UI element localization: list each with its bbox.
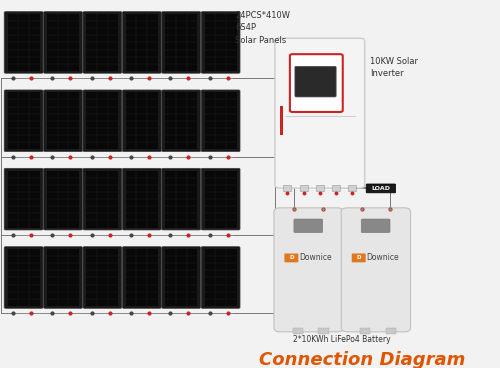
Bar: [86, 171, 118, 227]
FancyBboxPatch shape: [162, 90, 200, 152]
Bar: [332, 185, 340, 191]
Bar: [284, 185, 292, 191]
FancyBboxPatch shape: [361, 219, 390, 233]
Bar: [165, 92, 197, 149]
FancyBboxPatch shape: [4, 247, 43, 308]
Bar: [8, 249, 40, 306]
Bar: [86, 249, 118, 306]
Bar: [47, 249, 79, 306]
Bar: [386, 328, 396, 334]
FancyBboxPatch shape: [341, 208, 410, 332]
FancyBboxPatch shape: [44, 168, 82, 230]
Bar: [86, 14, 118, 71]
Bar: [280, 106, 283, 135]
Text: 24PCS*410W
6S4P
Solar Panels: 24PCS*410W 6S4P Solar Panels: [235, 11, 290, 45]
Bar: [47, 92, 79, 149]
FancyBboxPatch shape: [366, 184, 396, 193]
FancyBboxPatch shape: [44, 247, 82, 308]
FancyBboxPatch shape: [4, 168, 43, 230]
Bar: [8, 14, 40, 71]
Bar: [126, 249, 158, 306]
Bar: [204, 171, 236, 227]
Bar: [165, 249, 197, 306]
Bar: [165, 14, 197, 71]
FancyBboxPatch shape: [201, 247, 240, 308]
Bar: [204, 249, 236, 306]
Bar: [126, 171, 158, 227]
FancyBboxPatch shape: [201, 168, 240, 230]
Bar: [86, 92, 118, 149]
Bar: [348, 185, 356, 191]
Bar: [8, 171, 40, 227]
FancyBboxPatch shape: [44, 12, 82, 73]
Text: D: D: [289, 255, 294, 261]
Bar: [126, 14, 158, 71]
FancyBboxPatch shape: [284, 254, 298, 262]
FancyBboxPatch shape: [4, 12, 43, 73]
Bar: [360, 328, 370, 334]
FancyBboxPatch shape: [294, 219, 322, 233]
Bar: [204, 14, 236, 71]
FancyBboxPatch shape: [201, 90, 240, 152]
FancyBboxPatch shape: [162, 168, 200, 230]
FancyBboxPatch shape: [201, 12, 240, 73]
Text: D: D: [356, 255, 361, 261]
Bar: [47, 171, 79, 227]
Text: Connection Diagram: Connection Diagram: [259, 351, 466, 368]
Bar: [126, 92, 158, 149]
FancyBboxPatch shape: [122, 168, 161, 230]
Bar: [316, 185, 324, 191]
Text: LOAD: LOAD: [372, 186, 390, 191]
FancyBboxPatch shape: [122, 90, 161, 152]
FancyBboxPatch shape: [83, 12, 122, 73]
FancyBboxPatch shape: [83, 90, 122, 152]
Bar: [300, 185, 308, 191]
FancyBboxPatch shape: [162, 247, 200, 308]
FancyBboxPatch shape: [275, 38, 364, 188]
Text: Downice: Downice: [366, 254, 399, 262]
FancyBboxPatch shape: [162, 12, 200, 73]
Bar: [292, 328, 303, 334]
Bar: [204, 92, 236, 149]
Bar: [165, 171, 197, 227]
FancyBboxPatch shape: [295, 66, 336, 97]
FancyBboxPatch shape: [274, 208, 343, 332]
FancyBboxPatch shape: [352, 254, 366, 262]
FancyBboxPatch shape: [4, 90, 43, 152]
FancyBboxPatch shape: [290, 54, 343, 112]
Text: Downice: Downice: [299, 254, 332, 262]
FancyBboxPatch shape: [122, 247, 161, 308]
Bar: [318, 328, 328, 334]
FancyBboxPatch shape: [83, 168, 122, 230]
Bar: [8, 92, 40, 149]
Bar: [47, 14, 79, 71]
FancyBboxPatch shape: [122, 12, 161, 73]
Text: 2*10KWh LiFePo4 Battery: 2*10KWh LiFePo4 Battery: [294, 335, 391, 344]
Text: 10KW Solar
Inverter: 10KW Solar Inverter: [370, 57, 418, 78]
FancyBboxPatch shape: [44, 90, 82, 152]
FancyBboxPatch shape: [83, 247, 122, 308]
